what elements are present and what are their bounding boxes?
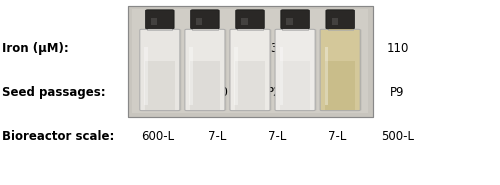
FancyBboxPatch shape (190, 10, 219, 29)
Text: P20: P20 (326, 86, 348, 99)
Text: 20: 20 (210, 42, 225, 55)
Text: P20: P20 (266, 86, 288, 99)
Bar (196, 18, 202, 25)
Bar (152, 18, 158, 25)
FancyBboxPatch shape (230, 29, 270, 111)
Text: 50: 50 (330, 42, 345, 55)
Bar (128, 6, 372, 117)
Bar (238, 20, 262, 30)
Bar (235, 61, 265, 110)
Bar (324, 47, 328, 105)
Bar (132, 9, 368, 113)
Text: 7-L: 7-L (208, 130, 226, 143)
Bar (332, 18, 338, 25)
Bar (190, 47, 193, 105)
Text: 10: 10 (150, 42, 165, 55)
FancyBboxPatch shape (232, 29, 272, 111)
Text: P9: P9 (390, 86, 405, 99)
FancyBboxPatch shape (185, 29, 225, 111)
Bar (325, 61, 356, 110)
Bar (147, 20, 172, 30)
Text: 110: 110 (386, 42, 408, 55)
Bar (128, 6, 372, 117)
Bar (234, 47, 238, 105)
FancyBboxPatch shape (320, 29, 360, 111)
FancyBboxPatch shape (186, 29, 226, 111)
FancyBboxPatch shape (236, 10, 264, 29)
Bar (280, 61, 310, 110)
Bar (144, 47, 148, 105)
Bar (190, 61, 220, 110)
Text: Bioreactor scale:: Bioreactor scale: (2, 130, 115, 143)
Text: 500-L: 500-L (381, 130, 414, 143)
Bar (144, 61, 175, 110)
Text: P9: P9 (150, 86, 165, 99)
Bar (328, 20, 353, 30)
FancyBboxPatch shape (326, 10, 354, 29)
FancyBboxPatch shape (140, 29, 180, 111)
FancyBboxPatch shape (276, 29, 316, 111)
Bar (192, 20, 218, 30)
FancyBboxPatch shape (275, 29, 315, 111)
FancyBboxPatch shape (281, 10, 310, 29)
Text: P20: P20 (206, 86, 229, 99)
Text: 30: 30 (270, 42, 285, 55)
FancyBboxPatch shape (146, 10, 174, 29)
Bar (280, 47, 283, 105)
Text: Seed passages:: Seed passages: (2, 86, 106, 99)
Bar (282, 20, 308, 30)
Bar (242, 18, 248, 25)
Text: 7-L: 7-L (328, 130, 346, 143)
Bar (286, 18, 292, 25)
Text: 600-L: 600-L (141, 130, 174, 143)
FancyBboxPatch shape (322, 29, 362, 111)
Text: Iron (μM):: Iron (μM): (2, 42, 69, 55)
FancyBboxPatch shape (142, 29, 182, 111)
Text: 7-L: 7-L (268, 130, 286, 143)
